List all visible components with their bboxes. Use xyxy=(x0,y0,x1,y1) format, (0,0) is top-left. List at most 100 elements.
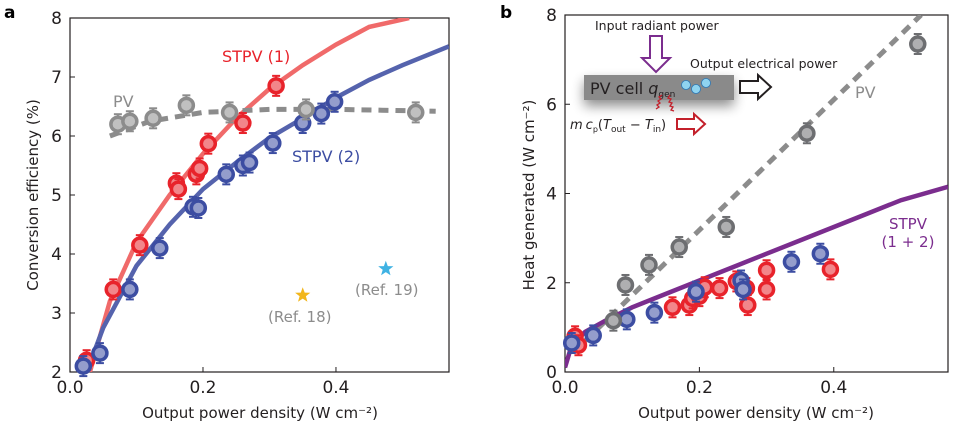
heat-wave-icon xyxy=(655,94,675,112)
data-point-pv xyxy=(670,236,688,259)
data-point-stpv-2 xyxy=(240,151,259,174)
x-tick-label: 0.4 xyxy=(322,378,349,398)
x-axis-label-b: Output power density (W cm⁻²) xyxy=(638,404,874,422)
data-point-stpv-1 xyxy=(663,296,682,319)
point-marker xyxy=(312,104,331,123)
data-point-pv xyxy=(604,309,623,332)
fit-line-stpv-2 xyxy=(84,44,449,372)
panel-label-b: b xyxy=(500,3,512,23)
data-point-stpv-2 xyxy=(734,278,752,301)
chart-panel-a: 0.0 0.2 0.4 2 3 4 5 6 7 8 STPV (1) STPV (2) PV (R… xyxy=(24,9,450,422)
data-point-stpv-1 xyxy=(131,234,149,257)
inset-diagram: Input radiant power Output electrical po… xyxy=(570,18,838,137)
label-ref19: (Ref. 19) xyxy=(355,281,419,299)
inset-output-label: Output electrical power xyxy=(690,56,838,71)
point-marker xyxy=(267,77,285,95)
data-point-stpv-2 xyxy=(811,242,830,265)
x-tick-label: 0.0 xyxy=(56,378,83,398)
fit-line-pv xyxy=(583,15,923,343)
data-points-a xyxy=(74,74,425,378)
point-marker xyxy=(811,244,830,263)
data-point-stpv-2 xyxy=(325,90,344,113)
point-marker xyxy=(264,134,282,152)
data-point-stpv-2 xyxy=(74,355,93,378)
x-tick-label: 0.0 xyxy=(551,378,578,398)
y-axis-label-b: Heat generated (W cm⁻²) xyxy=(520,100,538,291)
y-tick-label: 7 xyxy=(51,68,62,88)
label-ref18: (Ref. 18) xyxy=(268,308,332,326)
point-marker xyxy=(220,103,239,122)
data-point-stpv-2 xyxy=(687,280,705,303)
reference-star-icon xyxy=(378,260,394,276)
data-point-stpv-2 xyxy=(782,250,801,273)
point-marker xyxy=(325,93,344,111)
y-tick-label: 5 xyxy=(51,186,62,206)
data-point-stpv-2 xyxy=(91,342,109,365)
y-tick-label: 6 xyxy=(51,127,62,147)
data-point-pv xyxy=(407,101,425,124)
data-point-pv xyxy=(144,107,162,130)
x-tick-label: 0.2 xyxy=(686,378,713,398)
y-tick-label: 4 xyxy=(546,185,557,205)
point-marker xyxy=(74,357,93,375)
point-marker xyxy=(121,112,139,130)
y-tick-label: 4 xyxy=(51,245,62,265)
electron-icon xyxy=(701,78,711,88)
point-marker xyxy=(151,239,169,257)
label-pv-b: PV xyxy=(855,83,876,102)
x-tick-label: 0.4 xyxy=(820,378,847,398)
point-marker xyxy=(91,344,109,362)
input-arrow-icon xyxy=(639,35,673,74)
data-point-pv xyxy=(297,98,315,121)
heat-flux-formula: m cp(Tout − Tin) xyxy=(570,118,666,135)
point-marker xyxy=(562,334,581,352)
electron-icon xyxy=(681,80,691,90)
label-stpv2-a: STPV (2) xyxy=(292,147,360,166)
data-point-stpv-1 xyxy=(710,277,729,300)
data-point-stpv-1 xyxy=(739,294,757,317)
x-axis-label-a: Output power density (W cm⁻²) xyxy=(142,404,378,422)
data-point-pv xyxy=(909,33,927,56)
point-marker xyxy=(104,280,122,299)
y-tick-label: 2 xyxy=(546,274,557,294)
axis-ticks-b: 0.0 0.2 0.4 0 2 4 6 8 xyxy=(546,6,847,398)
data-point-stpv-1 xyxy=(821,258,840,281)
data-point-stpv-2 xyxy=(121,278,139,301)
point-marker xyxy=(584,326,602,345)
data-point-stpv-1 xyxy=(169,178,188,201)
data-point-stpv-2 xyxy=(312,102,331,125)
y-axis-label-a: Conversion efficiency (%) xyxy=(24,99,42,291)
data-point-pv xyxy=(640,253,658,276)
point-marker xyxy=(240,153,259,172)
fit-line-stpv-1 xyxy=(87,18,410,372)
point-marker xyxy=(121,280,139,299)
point-marker xyxy=(909,35,927,53)
y-tick-label: 3 xyxy=(51,304,62,324)
point-marker xyxy=(717,218,736,236)
data-point-stpv-2 xyxy=(562,331,581,354)
y-tick-label: 2 xyxy=(51,363,62,383)
point-marker xyxy=(407,103,425,122)
data-point-pv xyxy=(121,110,139,133)
data-point-pv xyxy=(220,101,239,124)
y-tick-label: 8 xyxy=(51,9,62,29)
y-tick-label: 6 xyxy=(546,95,557,115)
x-tick-label: 0.2 xyxy=(189,378,216,398)
point-marker xyxy=(190,159,209,178)
data-point-stpv-1 xyxy=(757,278,776,301)
data-point-stpv-1 xyxy=(104,278,122,301)
point-marker xyxy=(169,180,188,198)
label-stpv12-line2: (1 + 2) xyxy=(882,233,935,251)
point-marker xyxy=(687,282,705,301)
point-marker xyxy=(663,298,682,317)
output-arrow-icon xyxy=(739,72,773,102)
point-marker xyxy=(710,279,729,297)
chart-panel-b: 0.0 0.2 0.4 0 2 4 6 8 PV STPV (1 + 2) Output po… xyxy=(520,6,949,422)
data-point-stpv-2 xyxy=(645,301,664,324)
point-marker xyxy=(189,199,208,217)
data-point-stpv-2 xyxy=(264,132,282,155)
data-points-b xyxy=(562,33,927,357)
point-marker xyxy=(670,238,688,256)
data-point-stpv-1 xyxy=(234,112,252,135)
